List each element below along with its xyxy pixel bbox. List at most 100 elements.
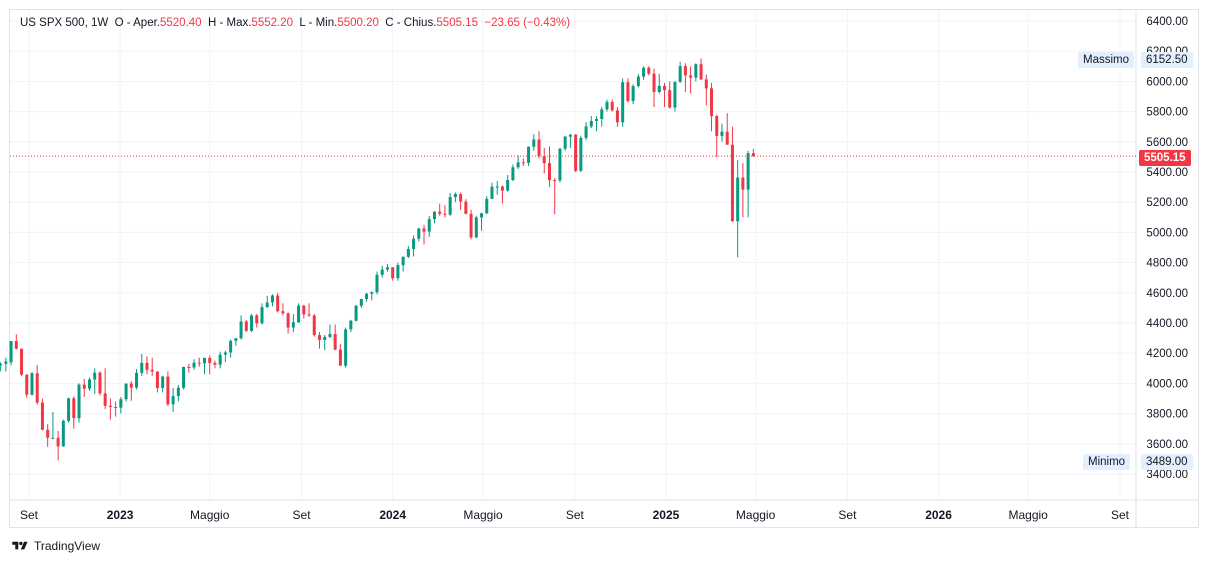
candle — [213, 360, 217, 369]
x-tick-label: Maggio — [463, 508, 503, 522]
candle-body — [338, 349, 342, 366]
candle — [51, 412, 55, 440]
candle — [197, 357, 201, 367]
footer-brand[interactable]: TradingView — [10, 539, 100, 553]
candle-body — [506, 180, 510, 191]
candle-body — [108, 405, 112, 407]
x-tick-label: Set — [566, 508, 585, 522]
candle-body — [699, 64, 703, 80]
x-tick-label: Maggio — [736, 508, 776, 522]
candle — [537, 131, 541, 159]
candle — [370, 291, 374, 301]
candle — [453, 192, 457, 203]
time-axis[interactable]: Set 2023 Maggio Set 2024 Maggio Set 2025 Maggio S… — [20, 508, 1130, 522]
candle — [412, 235, 416, 257]
candle-body — [563, 136, 567, 149]
candle — [631, 84, 635, 105]
candle — [432, 211, 436, 224]
candle — [699, 58, 703, 80]
candle-body — [605, 101, 609, 110]
y-tick-label: 5400.00 — [1146, 167, 1188, 179]
candle — [495, 181, 499, 195]
candle — [35, 365, 39, 405]
tradingview-logo-icon — [12, 541, 28, 550]
candle — [208, 355, 212, 375]
candle — [574, 134, 578, 172]
candle-body — [527, 146, 531, 163]
candle-body — [652, 73, 656, 92]
candle-body — [103, 393, 107, 406]
candle-body — [250, 315, 254, 331]
candle-body — [119, 399, 123, 408]
candle — [527, 146, 531, 166]
candle-body — [448, 197, 452, 215]
candle-body — [715, 116, 719, 136]
candle-body — [20, 348, 24, 375]
candle-body — [683, 66, 687, 76]
candle-body — [234, 338, 238, 341]
candle-body — [662, 85, 666, 91]
open-label: O - Aper. — [114, 17, 160, 29]
candle-body — [40, 402, 44, 430]
candle-body — [511, 167, 515, 181]
candle-body — [46, 429, 50, 438]
candle — [161, 375, 165, 393]
candle — [511, 164, 515, 182]
x-tick-label: Maggio — [1008, 508, 1048, 522]
candle — [307, 303, 311, 317]
candle — [56, 430, 60, 461]
candle-body — [542, 156, 546, 164]
candle-body — [187, 366, 191, 368]
candle — [250, 313, 254, 333]
candle — [265, 295, 269, 308]
candle — [469, 209, 473, 240]
candle-body — [239, 321, 243, 339]
candle — [135, 369, 139, 390]
candle — [725, 113, 729, 145]
low-value: 5500.20 — [337, 17, 379, 29]
candle — [124, 383, 128, 402]
candle-body — [427, 219, 431, 232]
candle — [459, 192, 463, 210]
candle — [119, 396, 123, 414]
candle-body — [490, 186, 494, 199]
candle-body — [453, 194, 457, 198]
candle-body — [317, 335, 321, 340]
candle-body — [129, 383, 133, 388]
candle-body — [412, 238, 416, 250]
candle — [636, 73, 640, 88]
candle-body — [56, 437, 60, 447]
candle-body — [370, 292, 374, 294]
candle-body — [297, 305, 301, 323]
candle — [145, 356, 149, 375]
candle-body — [208, 357, 212, 363]
candle — [72, 396, 76, 429]
y-tick-label: 6400.00 — [1146, 16, 1188, 28]
candle-body — [636, 76, 640, 87]
candle-body — [87, 379, 91, 389]
candle-body — [751, 153, 755, 157]
candle — [647, 66, 651, 76]
candle — [621, 78, 625, 127]
price-axis[interactable]: 6400.006200.006000.005800.005600.005400.… — [1146, 16, 1188, 481]
candle-body — [521, 162, 525, 164]
candle-body — [673, 81, 677, 108]
candle — [694, 63, 698, 82]
x-tick-label: 2024 — [379, 508, 406, 522]
candle — [485, 196, 489, 215]
candle-body — [197, 362, 201, 364]
candle-body — [202, 357, 206, 364]
candle-body — [438, 211, 442, 214]
candle — [474, 215, 478, 239]
candle — [542, 147, 546, 174]
candle — [171, 387, 175, 413]
candle-body — [82, 384, 86, 389]
candle — [9, 341, 13, 366]
candle-body — [171, 396, 175, 405]
candle-body — [176, 387, 180, 397]
candle — [14, 334, 18, 350]
candle-body — [161, 376, 165, 388]
candle — [166, 371, 170, 407]
candle-body — [213, 362, 217, 365]
